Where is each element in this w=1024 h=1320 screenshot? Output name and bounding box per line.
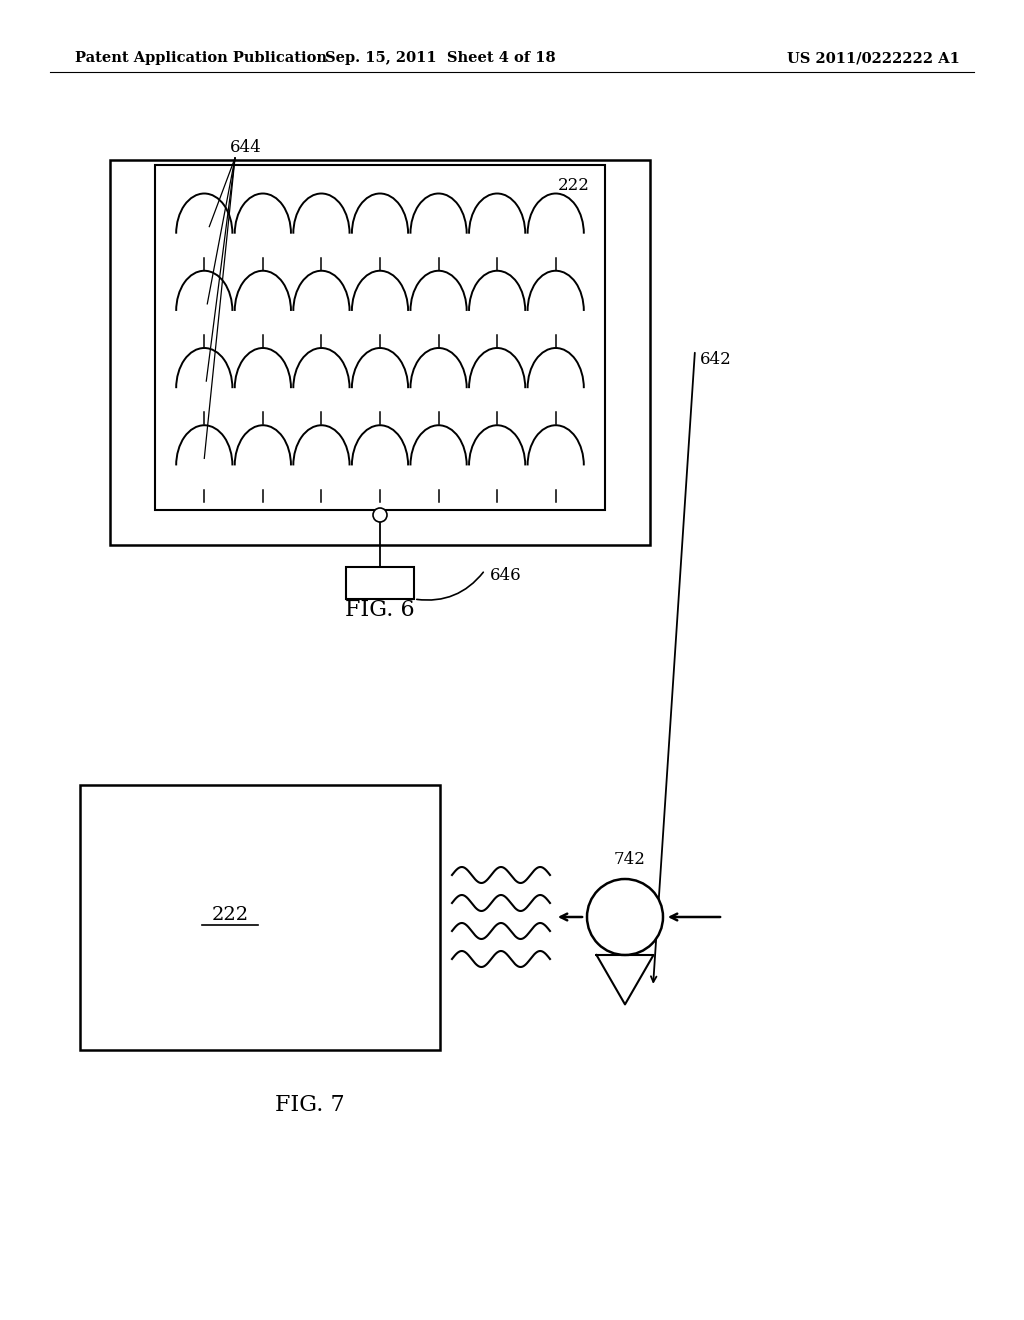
Text: 644: 644 — [230, 140, 262, 157]
Bar — [80, 785, 440, 1049]
Circle shape — [587, 879, 663, 954]
Text: US 2011/0222222 A1: US 2011/0222222 A1 — [787, 51, 961, 65]
Bar — [110, 160, 650, 545]
Text: Patent Application Publication: Patent Application Publication — [75, 51, 327, 65]
Text: 742: 742 — [614, 850, 646, 867]
Text: Sep. 15, 2011  Sheet 4 of 18: Sep. 15, 2011 Sheet 4 of 18 — [325, 51, 555, 65]
Text: FIG. 6: FIG. 6 — [345, 599, 415, 620]
Text: 222: 222 — [558, 177, 590, 194]
Text: 648: 648 — [366, 576, 394, 590]
Bar — [346, 568, 414, 599]
Text: 646: 646 — [490, 566, 521, 583]
Bar — [155, 165, 605, 510]
Circle shape — [373, 508, 387, 521]
Text: FIG. 7: FIG. 7 — [275, 1094, 345, 1115]
Text: 222: 222 — [211, 906, 249, 924]
Text: 642: 642 — [700, 351, 732, 368]
